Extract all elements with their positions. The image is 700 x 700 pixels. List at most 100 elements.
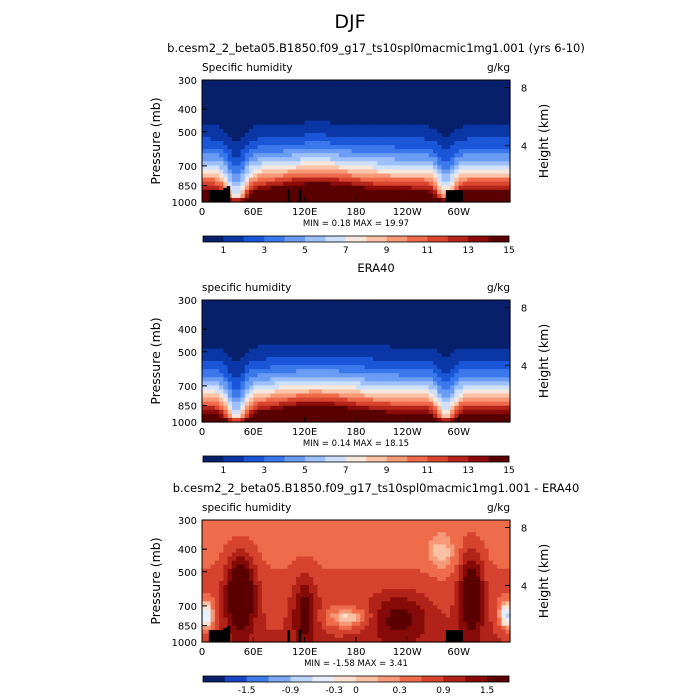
heatmap-cell: [441, 96, 447, 101]
heatmap-cell: [497, 316, 503, 321]
heatmap-cell: [381, 161, 387, 166]
heatmap-cell: [347, 165, 353, 171]
heatmap-cell: [330, 328, 336, 334]
heatmap-cell: [317, 520, 323, 525]
heatmap-cell: [313, 92, 319, 97]
heatmap-cell: [283, 528, 289, 533]
heatmap-cell: [313, 181, 319, 187]
heatmap-cell: [231, 84, 237, 89]
heatmap-cell: [244, 413, 250, 419]
heatmap-cell: [471, 340, 477, 346]
heatmap-cell: [377, 397, 383, 403]
heatmap-cell: [279, 532, 284, 537]
heatmap-cell: [428, 544, 434, 550]
heatmap-cell: [334, 544, 340, 550]
heatmap-cell: [488, 116, 494, 122]
heatmap-cell: [403, 389, 408, 395]
heatmap-cell: [330, 532, 336, 537]
heatmap-cell: [202, 385, 207, 391]
heatmap-cell: [236, 336, 242, 342]
heatmap-cell: [313, 88, 319, 93]
heatmap-cell: [240, 100, 246, 105]
heatmap-cell: [274, 520, 280, 525]
heatmap-cell: [390, 304, 396, 309]
heatmap-cell: [484, 377, 490, 382]
heatmap-cell: [244, 401, 250, 407]
heatmap-cell: [381, 112, 387, 118]
heatmap-cell: [471, 189, 477, 195]
heatmap-cell: [274, 532, 280, 537]
heatmap-cell: [497, 536, 503, 541]
heatmap-cell: [214, 316, 220, 321]
heatmap-cell: [454, 348, 460, 354]
heatmap-cell: [377, 128, 383, 134]
heatmap-cell: [214, 320, 220, 325]
heatmap-cell: [317, 185, 323, 191]
heatmap-cell: [279, 409, 284, 415]
heatmap-cell: [467, 145, 473, 150]
heatmap-cell: [270, 381, 276, 386]
heatmap-cell: [428, 145, 434, 150]
heatmap-cell: [356, 405, 361, 411]
heatmap-cell: [394, 149, 400, 154]
heatmap-cell: [266, 361, 272, 366]
heatmap-cell: [231, 165, 237, 171]
heatmap-cell: [249, 381, 254, 386]
heatmap-cell: [454, 169, 460, 175]
heatmap-cell: [214, 340, 220, 346]
heatmap-cell: [368, 405, 374, 411]
heatmap-cell: [454, 532, 460, 537]
heatmap-cell: [441, 344, 447, 350]
heatmap-cell: [202, 145, 207, 150]
heatmap-cell: [437, 100, 443, 105]
heatmap-cell: [240, 413, 246, 419]
heatmap-cell: [287, 336, 293, 342]
heatmap-cell: [373, 336, 378, 342]
heatmap-cell: [398, 169, 404, 175]
heatmap-cell: [467, 161, 473, 166]
heatmap-cell: [398, 524, 404, 529]
heatmap-cell: [390, 128, 396, 134]
heatmap-cell: [467, 96, 473, 101]
heatmap-cell: [240, 84, 246, 89]
heatmap-cell: [244, 92, 250, 97]
y-axis-label-right: Height (km): [536, 104, 551, 178]
heatmap-cell: [475, 532, 481, 537]
heatmap-cell: [424, 124, 430, 130]
heatmap-cell: [351, 124, 357, 130]
heatmap-cell: [270, 377, 276, 382]
heatmap-cell: [424, 112, 430, 118]
heatmap-cell: [334, 165, 340, 171]
heatmap-cell: [231, 128, 237, 134]
heatmap-cell: [257, 169, 263, 175]
heatmap-cell: [321, 377, 327, 382]
heatmap-cell: [381, 120, 387, 126]
heatmap-cell: [343, 136, 349, 142]
heatmap-cell: [223, 112, 229, 118]
heatmap-cell: [257, 165, 263, 171]
heatmap-cell: [492, 540, 498, 545]
heatmap-cell: [347, 365, 353, 370]
heatmap-cell: [381, 80, 387, 85]
heatmap-cell: [257, 409, 263, 415]
heatmap-cell: [467, 165, 473, 171]
heatmap-cell: [488, 197, 494, 203]
heatmap-cell: [445, 377, 451, 382]
heatmap-cell: [334, 316, 340, 321]
heatmap-cell: [424, 197, 430, 203]
heatmap-cell: [420, 377, 426, 382]
heatmap-cell: [501, 320, 507, 325]
heatmap-cell: [202, 356, 207, 362]
heatmap-cell: [403, 405, 408, 411]
heatmap-cell: [253, 409, 259, 415]
heatmap-cell: [411, 324, 417, 330]
heatmap-cell: [454, 141, 460, 146]
heatmap-cell: [433, 304, 438, 309]
heatmap-cell: [236, 100, 242, 105]
heatmap-cell: [398, 153, 404, 158]
heatmap-cell: [471, 124, 477, 130]
heatmap-cell: [356, 124, 361, 130]
heatmap-cell: [266, 128, 272, 134]
heatmap-cell: [467, 381, 473, 386]
heatmap-cell: [266, 100, 272, 105]
